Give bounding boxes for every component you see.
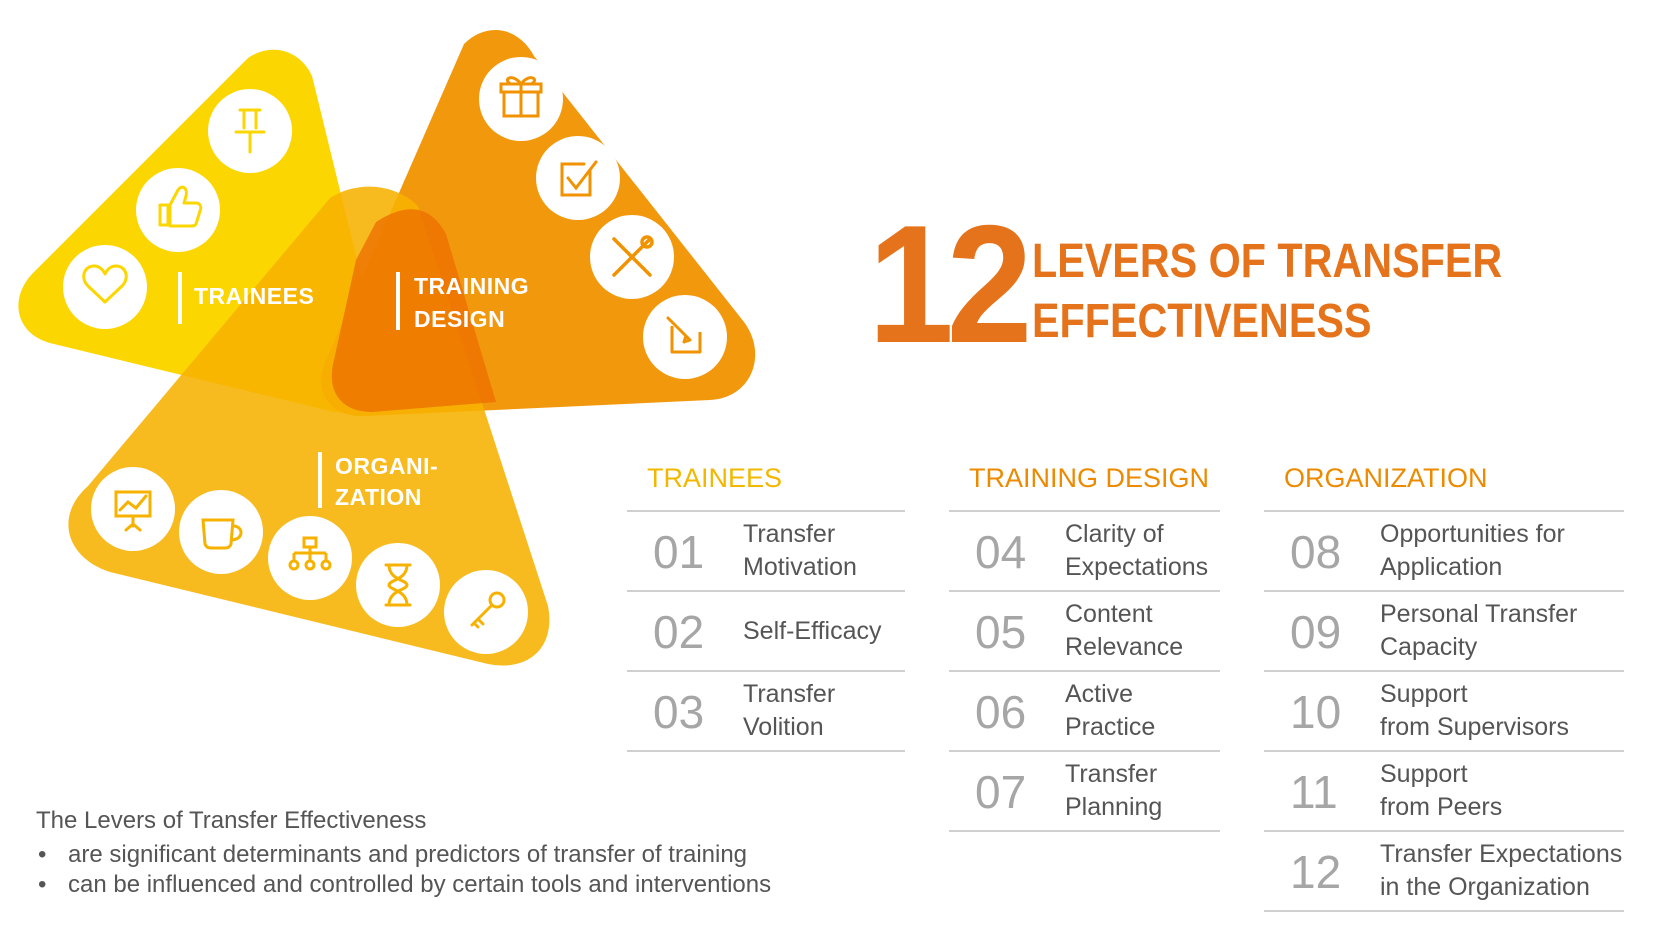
trainees-heading: TRAINEES [647, 463, 783, 493]
trainees-list: 01 Transfer Motivation 02 Self-Efficacy … [627, 510, 905, 752]
organization-column: ORGANIZATION 08 Opportunities for Applic… [1264, 458, 1624, 912]
key-icon [470, 591, 506, 629]
thumbs-up-icon [158, 185, 203, 228]
trainees-column: TRAINEES 01 Transfer Motivation 02 Self-… [627, 458, 905, 752]
lever-number: 12 [1290, 846, 1342, 898]
list-item: 07 Transfer Planning [949, 752, 1220, 832]
trainees-label: TRAINEES [194, 283, 314, 309]
lever-number: 08 [1290, 526, 1342, 578]
lever-number: 05 [975, 606, 1027, 658]
lever-number: 09 [1290, 606, 1342, 658]
lever-number: 02 [653, 606, 705, 658]
footnote-bullet: are significant determinants and predict… [36, 840, 771, 870]
list-item: 04 Clarity of Expectations [949, 512, 1220, 592]
overlap-region [331, 209, 496, 412]
training-design-label-line2: DESIGN [414, 306, 505, 332]
lever-label: Content Relevance [1065, 600, 1184, 661]
edit-icon [666, 316, 702, 354]
training-design-list: 04 Clarity of Expectations 05 Content Re… [949, 510, 1220, 832]
list-item: 05 Content Relevance [949, 592, 1220, 672]
lever-number: 10 [1290, 686, 1342, 738]
organization-label-line1: ORGANI- [335, 453, 438, 479]
lever-number: 07 [975, 766, 1027, 818]
lever-number: 03 [653, 686, 705, 738]
organization-label-line2: ZATION [335, 484, 422, 510]
lever-label: Self-Efficacy [743, 616, 882, 645]
lever-label: Personal Transfer Capacity [1380, 600, 1578, 661]
lever-number: 04 [975, 526, 1027, 578]
lever-number: 01 [653, 526, 705, 578]
lever-label: Transfer Motivation [743, 520, 857, 581]
org-chart-icon [288, 536, 332, 571]
footnote-lead: The Levers of Transfer Effectiveness [36, 807, 427, 834]
lever-number: 06 [975, 686, 1027, 738]
gift-icon [499, 76, 543, 118]
list-item: 06 Active Practice [949, 672, 1220, 752]
lever-label: Transfer Expectations in the Organizatio… [1380, 840, 1623, 901]
footnote-bullet: can be influenced and controlled by cert… [36, 870, 771, 900]
lever-label: Transfer Planning [1065, 760, 1163, 821]
footnote-bullets: are significant determinants and predict… [36, 840, 771, 900]
checkbox-icon [560, 160, 598, 197]
list-item: 11 Support from Peers [1264, 752, 1624, 832]
training-design-label-line1: TRAINING [414, 273, 529, 299]
levers-count: 12 [868, 190, 1033, 378]
coffee-cup-icon [201, 518, 243, 550]
lever-number: 11 [1290, 766, 1338, 818]
heart-icon [82, 264, 128, 304]
training-design-icons [479, 57, 727, 379]
page-title-line2: EFFECTIVENESS [1032, 295, 1372, 348]
lever-label: Support from Supervisors [1380, 680, 1569, 741]
tools-icon [612, 235, 654, 277]
list-item: 09 Personal Transfer Capacity [1264, 592, 1624, 672]
lever-label: Active Practice [1065, 680, 1156, 741]
lever-label: Transfer Volition [743, 680, 836, 741]
footnote: The Levers of Transfer Effectiveness are… [36, 806, 771, 900]
list-item: 03 Transfer Volition [627, 672, 905, 752]
list-item: 01 Transfer Motivation [627, 512, 905, 592]
presentation-chart-icon [114, 490, 152, 532]
page-title: LEVERS OF TRANSFER EFFECTIVENESS [1032, 232, 1502, 352]
list-item: 08 Opportunities for Application [1264, 512, 1624, 592]
trainees-icons [63, 89, 292, 329]
list-item: 10 Support from Supervisors [1264, 672, 1624, 752]
lever-label: Support from Peers [1380, 760, 1503, 821]
organization-icons [91, 467, 528, 654]
list-item: 02 Self-Efficacy [627, 592, 905, 672]
page-title-line1: LEVERS OF TRANSFER [1032, 235, 1503, 288]
organization-list: 08 Opportunities for Application 09 Pers… [1264, 510, 1624, 912]
training-design-column: TRAINING DESIGN 04 Clarity of Expectatio… [949, 458, 1220, 832]
training-design-heading: TRAINING DESIGN [969, 463, 1210, 493]
lever-label: Clarity of Expectations [1065, 520, 1209, 581]
hourglass-icon [384, 563, 412, 607]
list-item: 12 Transfer Expectations in the Organiza… [1264, 832, 1624, 912]
levers-triangle-diagram: TRAINEES TRAINING DESIGN [18, 30, 756, 666]
organization-heading: ORGANIZATION [1284, 463, 1488, 493]
lever-label: Opportunities for Application [1380, 520, 1565, 581]
pushpin-icon [234, 108, 266, 154]
